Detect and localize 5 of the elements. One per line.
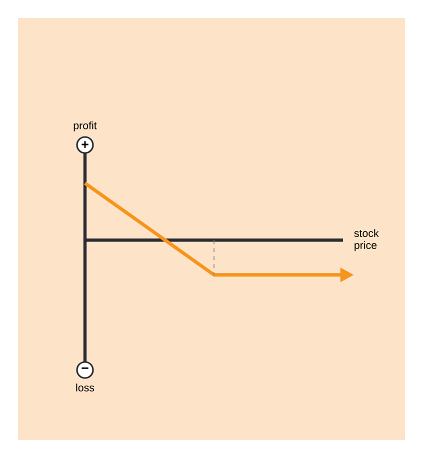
- text: profit: [74, 121, 97, 132]
- text: −: [82, 367, 88, 369]
- text: loss: [76, 384, 94, 392]
- text: +: [82, 141, 88, 148]
- x-axis-title: stock price: [354, 229, 379, 252]
